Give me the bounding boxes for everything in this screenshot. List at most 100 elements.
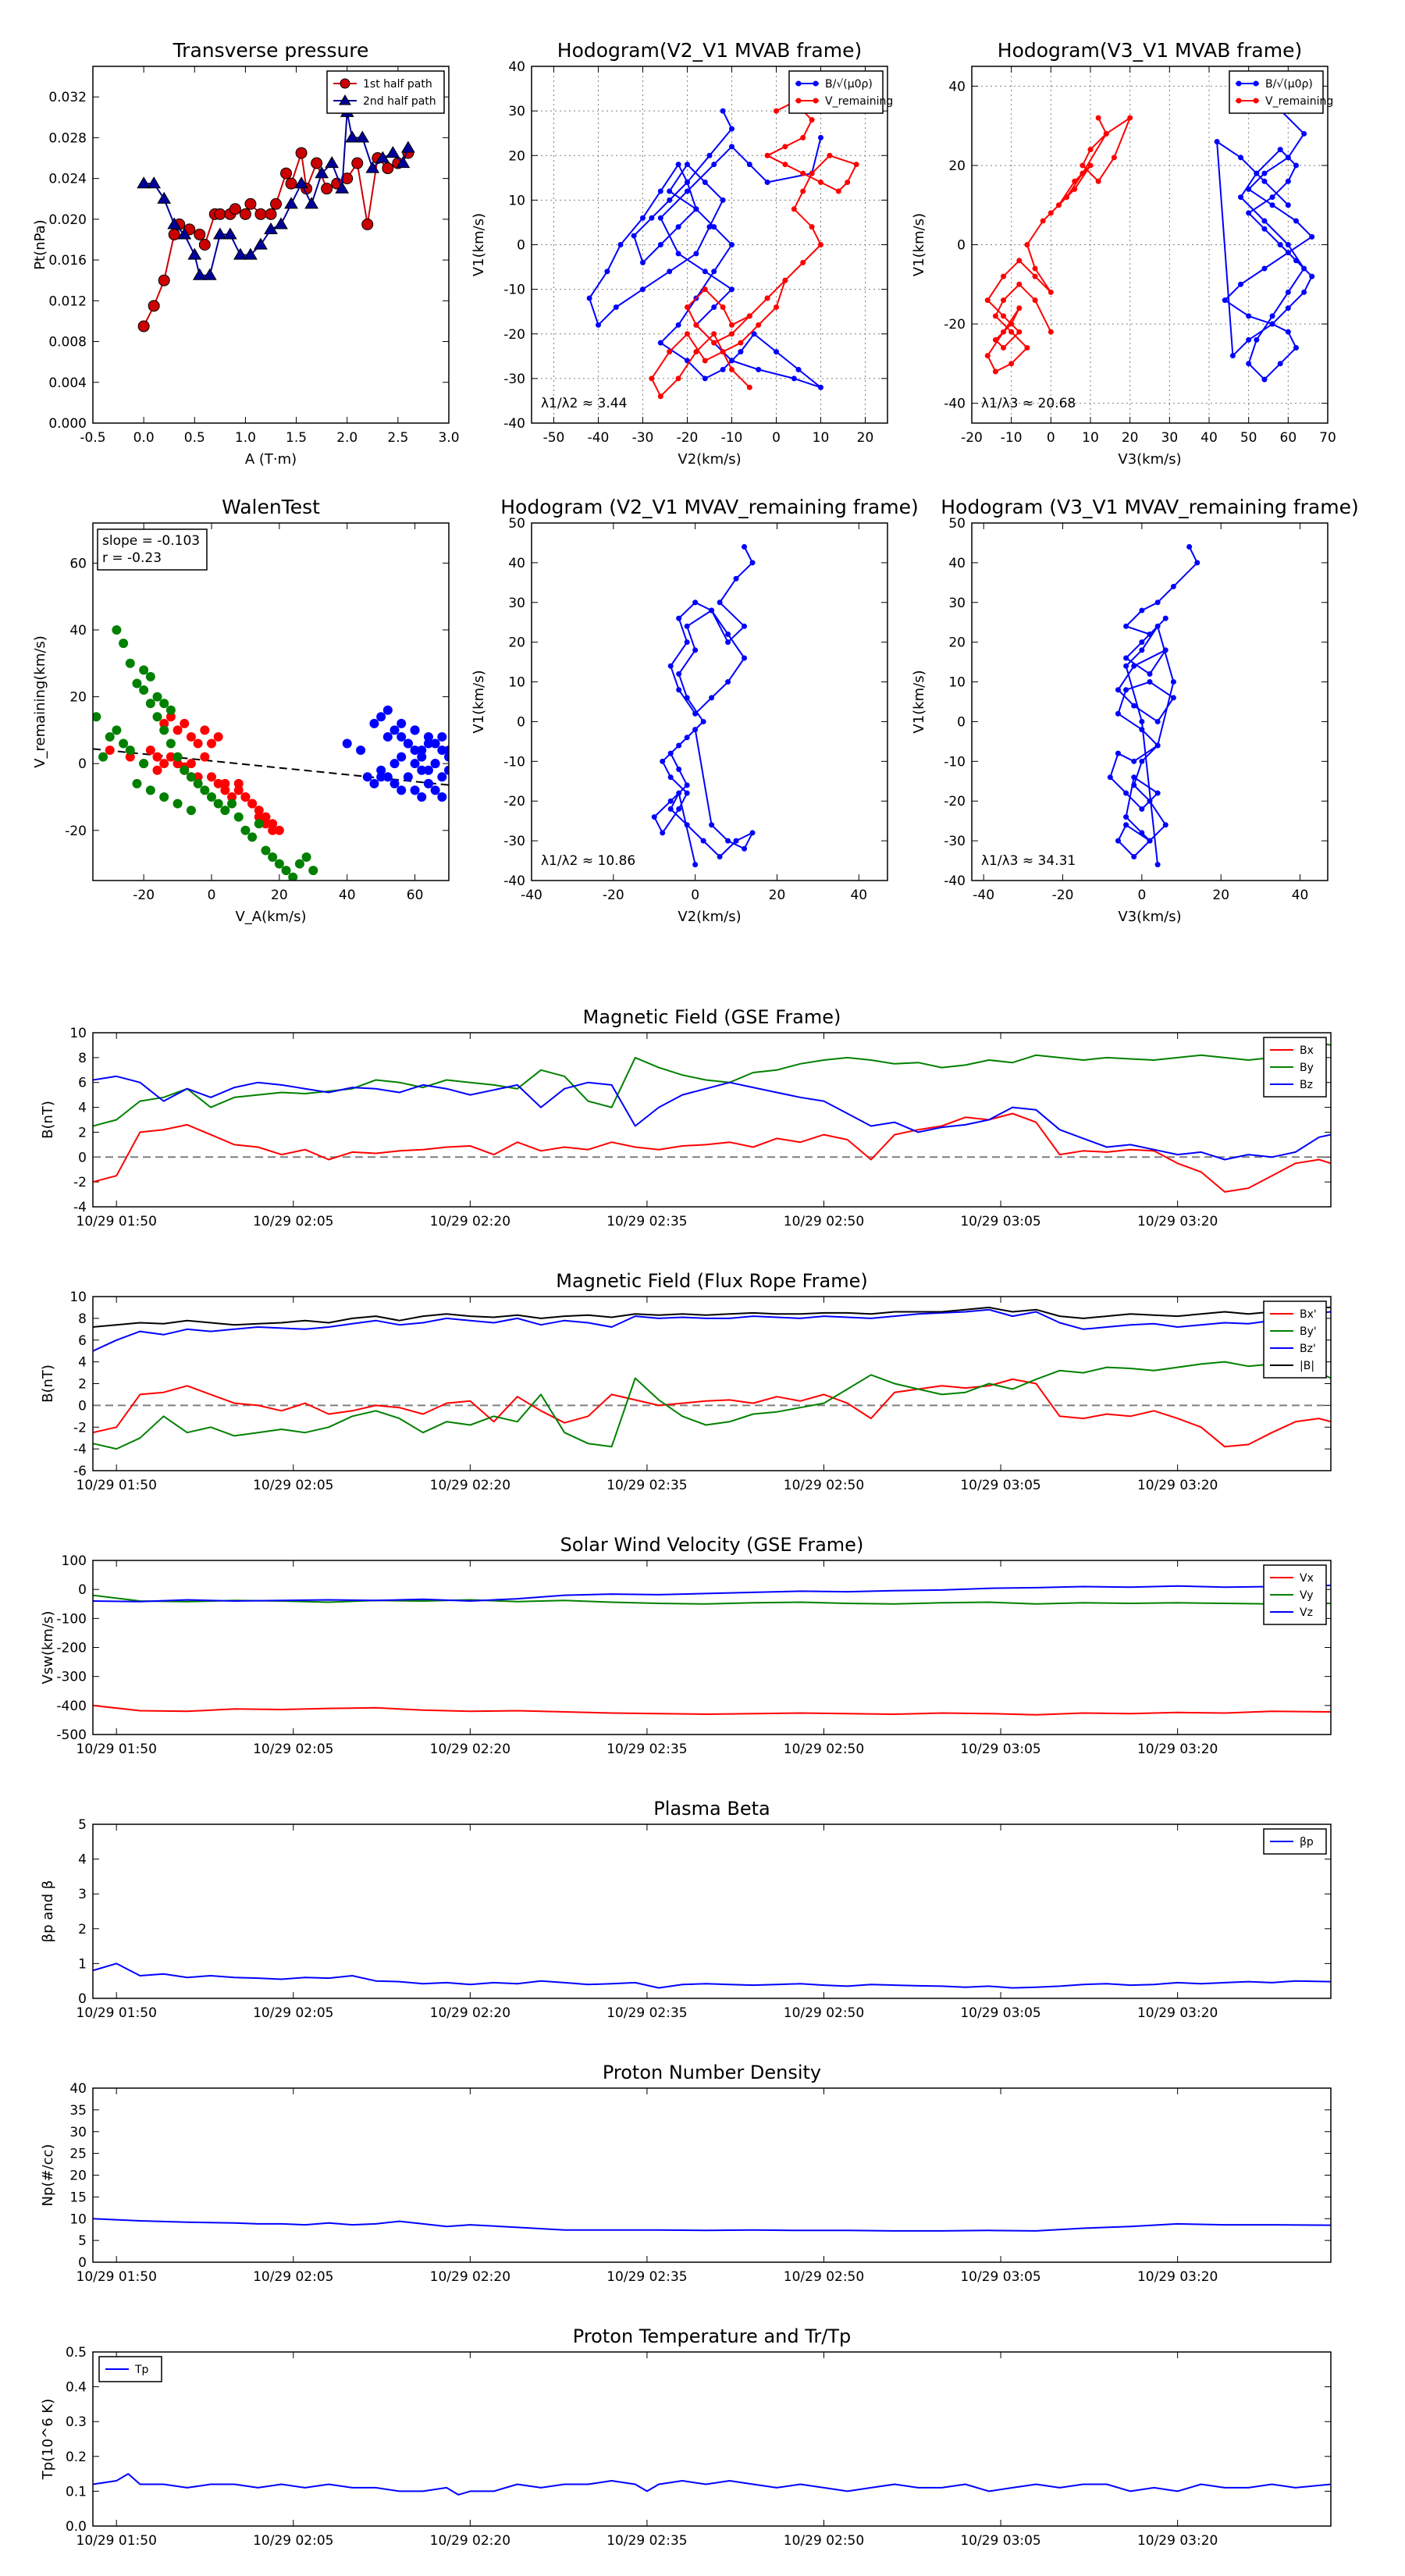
data-point	[651, 814, 657, 820]
y-tick-label: -40	[503, 416, 525, 432]
legend-marker	[340, 78, 350, 89]
y-tick-label: 10	[508, 193, 525, 208]
data-point	[1147, 631, 1153, 637]
data-marker-triangle	[177, 227, 192, 240]
legend-label: B/√(μ0ρ)	[825, 78, 873, 91]
data-point	[746, 384, 752, 390]
y-tick-label: 0.020	[48, 212, 87, 228]
plot-area	[93, 1962, 1331, 1989]
x-tick-label: 10/29 02:50	[784, 1742, 864, 1757]
data-marker-circle	[285, 177, 297, 190]
data-point	[186, 806, 196, 816]
data-point	[667, 349, 673, 355]
legend-label: 2nd half path	[363, 95, 436, 108]
y-tick-label: 4	[78, 1355, 87, 1371]
y-tick-label: 0	[78, 2255, 87, 2271]
y-tick-label: 0	[957, 238, 966, 254]
y-tick-label: 0.3	[66, 2414, 87, 2430]
data-point	[800, 259, 806, 265]
y-tick-label: -40	[944, 397, 966, 412]
y-tick-label: -20	[944, 794, 966, 809]
x-tick-label: 30	[1161, 430, 1179, 446]
axes-frame	[92, 1296, 1332, 1471]
series-line	[650, 101, 858, 397]
data-point	[254, 806, 264, 816]
data-point	[1064, 194, 1070, 201]
data-point	[818, 134, 823, 141]
x-tick-label: 10/29 03:20	[1137, 2269, 1218, 2285]
data-point	[693, 349, 699, 355]
data-point	[220, 785, 230, 795]
y-tick-label: 0	[78, 1991, 87, 2007]
data-point	[1001, 345, 1007, 351]
y-tick-label: 40	[508, 59, 525, 75]
data-point	[827, 152, 833, 158]
data-point	[764, 180, 770, 186]
data-point	[1048, 210, 1054, 216]
y-tick-label: 10	[69, 2211, 87, 2227]
data-marker-triangle	[274, 217, 288, 229]
y-tick-label: -4	[73, 1442, 87, 1457]
x-tick-label: 10/29 01:50	[76, 2269, 157, 2285]
data-point	[720, 349, 726, 355]
data-marker-triangle	[137, 176, 151, 189]
series-line	[93, 1704, 1331, 1716]
data-point	[845, 180, 851, 186]
data-point	[685, 304, 690, 310]
data-point	[382, 705, 393, 715]
data-point	[700, 838, 706, 844]
data-point	[692, 862, 699, 868]
y-tick-label: 0.012	[48, 294, 87, 309]
data-point	[809, 170, 815, 176]
data-marker-triangle	[244, 247, 258, 260]
data-point	[711, 331, 717, 337]
data-marker-triangle	[365, 161, 380, 173]
data-point	[800, 170, 806, 176]
x-tick-label: 10/29 02:05	[253, 1478, 333, 1493]
data-point	[423, 738, 433, 749]
data-point	[132, 678, 142, 688]
y-tick-label: 100	[62, 1553, 87, 1569]
x-tick-label: 10/29 01:50	[76, 1742, 157, 1757]
data-point	[1131, 853, 1137, 859]
y-tick-label: -300	[56, 1670, 87, 1685]
x-tick-label: 60	[1280, 430, 1297, 446]
plot-area	[93, 1585, 1331, 1716]
data-point	[417, 792, 427, 802]
data-point	[1131, 758, 1137, 764]
x-tick-label: 3.0	[438, 430, 459, 446]
data-point	[657, 215, 663, 221]
data-point	[1016, 281, 1023, 287]
x-tick-label: 10/29 03:05	[960, 1742, 1040, 1757]
series-line	[653, 546, 753, 865]
data-point	[729, 366, 735, 372]
y-tick-label: -10	[944, 754, 966, 770]
data-point	[1246, 210, 1252, 216]
series-line	[93, 1585, 1331, 1603]
x-tick-label: 10	[1082, 430, 1099, 446]
chart-walen_test: WalenTest -20 0 20 40 60 -20 0 20 40 60 V_A(km/s) V_…	[32, 496, 450, 925]
data-point	[692, 600, 699, 606]
data-marker-triangle	[345, 130, 360, 143]
data-point	[693, 251, 699, 257]
eigen-ratio-label: λ1/λ2 ≈ 10.86	[541, 853, 635, 869]
data-point	[444, 765, 449, 775]
data-point	[1123, 822, 1129, 828]
data-point	[717, 853, 723, 859]
data-point	[410, 759, 420, 769]
data-point	[729, 144, 735, 150]
data-point	[800, 134, 806, 141]
data-point	[586, 295, 592, 301]
data-point	[702, 180, 708, 186]
data-point	[1285, 242, 1291, 247]
y-tick-label: 0.0	[66, 2519, 87, 2535]
data-point	[1115, 710, 1121, 717]
data-point	[165, 752, 176, 762]
data-marker-triangle	[187, 247, 202, 260]
data-point	[1186, 544, 1193, 550]
data-point	[675, 162, 681, 168]
data-marker-circle	[351, 157, 364, 169]
data-point	[684, 639, 690, 646]
stats-box	[97, 528, 208, 571]
